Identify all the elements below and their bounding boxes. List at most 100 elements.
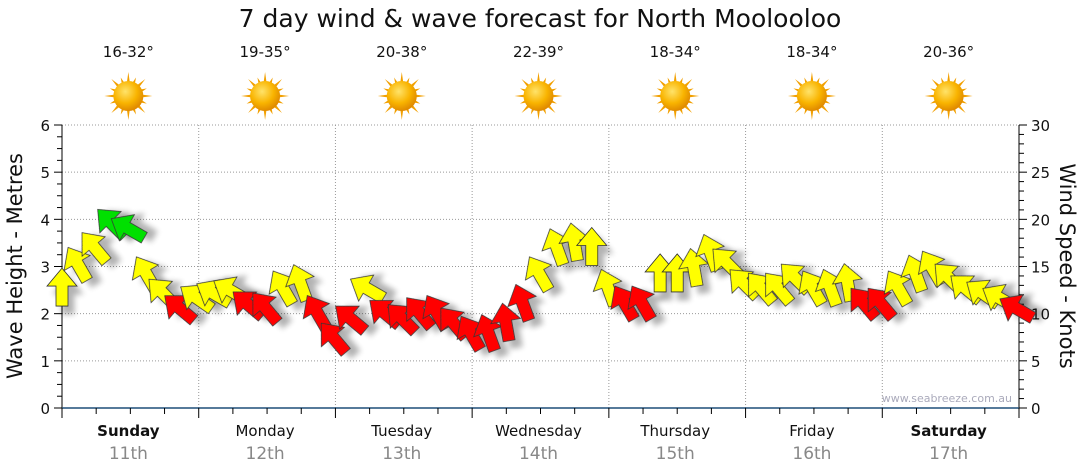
sun-ray xyxy=(536,72,541,84)
sun-disc xyxy=(250,81,281,111)
wind-arrow xyxy=(524,256,555,294)
temperature-range: 18-34° xyxy=(650,43,701,61)
y-tick-label: 4 xyxy=(40,211,50,229)
wind-arrow xyxy=(110,214,148,244)
y-tick-label: 5 xyxy=(40,164,50,182)
temperature-range: 16-32° xyxy=(103,43,154,61)
y2-tick-label: 25 xyxy=(1031,164,1050,182)
y2-axis-title: Wind Speed - Knots xyxy=(1055,163,1079,368)
sun-ray xyxy=(400,108,404,120)
day-label: Sunday xyxy=(97,422,160,440)
sun-ray xyxy=(377,94,389,98)
y2-tick-label: 30 xyxy=(1031,117,1050,135)
y-axis-title: Wave Height - Metres xyxy=(3,153,27,379)
y-tick-label: 0 xyxy=(40,400,50,418)
temperature-range: 19-35° xyxy=(240,43,291,61)
y-tick-label: 3 xyxy=(40,259,50,277)
sun-ray xyxy=(810,108,814,120)
wind-arrow xyxy=(350,274,388,304)
day-label: Tuesday xyxy=(370,422,432,440)
sun-ray xyxy=(673,108,677,120)
wind-arrow xyxy=(999,294,1037,324)
y2-tick-label: 15 xyxy=(1031,259,1050,277)
temperature-range: 18-34° xyxy=(786,43,837,61)
sun-disc xyxy=(933,81,964,111)
sun-icon xyxy=(104,72,153,120)
wind-arrow xyxy=(490,302,522,343)
sun-disc xyxy=(523,81,554,111)
y2-tick-label: 0 xyxy=(1031,400,1041,418)
sun-icon xyxy=(377,72,426,120)
wind-arrow xyxy=(320,322,351,357)
date-label: 14th xyxy=(519,444,558,464)
sun-icon xyxy=(241,72,290,120)
wind-arrow xyxy=(575,226,608,266)
wind-arrow xyxy=(627,285,657,323)
date-label: 16th xyxy=(792,444,831,464)
y-tick-label: 2 xyxy=(40,306,50,324)
wind-arrow xyxy=(335,305,370,336)
sun-ray xyxy=(126,72,130,84)
sun-icon xyxy=(787,72,836,120)
sun-ray xyxy=(688,94,700,98)
sun-ray xyxy=(263,108,267,120)
wind-arrow xyxy=(507,283,538,323)
sun-disc xyxy=(386,81,417,111)
wind-arrow xyxy=(252,292,283,327)
sun-ray xyxy=(241,94,253,98)
sun-ray xyxy=(104,94,116,98)
sun-ray xyxy=(277,94,290,98)
sun-ray xyxy=(651,94,663,98)
sun-icon xyxy=(514,72,563,120)
day-label: Wednesday xyxy=(495,422,582,440)
watermark: www.seabreeze.com.au xyxy=(882,392,1012,405)
date-label: 15th xyxy=(656,444,695,464)
sun-disc xyxy=(660,81,691,111)
y2-tick-label: 20 xyxy=(1031,211,1050,229)
date-label: 12th xyxy=(246,444,285,464)
day-label: Saturday xyxy=(910,422,987,440)
sun-disc xyxy=(113,81,144,111)
wind-arrow xyxy=(644,253,676,293)
sun-ray xyxy=(141,94,153,98)
wind-arrow xyxy=(46,267,78,307)
sun-disc xyxy=(796,81,827,111)
sun-ray xyxy=(536,108,541,120)
date-label: 17th xyxy=(929,444,968,464)
day-label: Thursday xyxy=(639,422,710,440)
date-label: 13th xyxy=(382,444,421,464)
sun-ray xyxy=(787,94,800,98)
sun-ray xyxy=(947,108,951,120)
sun-ray xyxy=(514,94,526,98)
chart-title: 7 day wind & wave forecast for North Moo… xyxy=(238,4,842,33)
y-tick-label: 1 xyxy=(40,353,50,371)
sun-ray xyxy=(551,94,563,98)
temperature-range: 20-38° xyxy=(376,43,427,61)
sun-ray xyxy=(810,72,814,84)
y-tick-label: 6 xyxy=(40,117,50,135)
wind-arrow xyxy=(63,246,93,284)
wind-arrow xyxy=(81,232,112,267)
sun-ray xyxy=(126,108,130,120)
sun-ray xyxy=(673,72,677,84)
y2-tick-label: 10 xyxy=(1031,306,1050,324)
wind-arrow xyxy=(678,247,710,288)
date-label: 11th xyxy=(109,444,148,464)
sun-ray xyxy=(947,72,951,84)
sun-ray xyxy=(961,94,973,98)
sun-ray xyxy=(263,72,267,84)
day-label: Friday xyxy=(789,422,835,440)
sun-ray xyxy=(924,94,936,98)
sun-icon xyxy=(651,72,700,120)
sun-icon xyxy=(924,72,973,120)
y2-tick-label: 5 xyxy=(1031,353,1041,371)
sun-ray xyxy=(824,94,836,98)
wind-arrow xyxy=(883,270,914,308)
day-label: Monday xyxy=(235,422,294,440)
sun-ray xyxy=(414,94,426,98)
temperature-range: 22-39° xyxy=(513,43,564,61)
wind-arrow xyxy=(867,287,898,322)
temperature-range: 20-36° xyxy=(923,43,974,61)
